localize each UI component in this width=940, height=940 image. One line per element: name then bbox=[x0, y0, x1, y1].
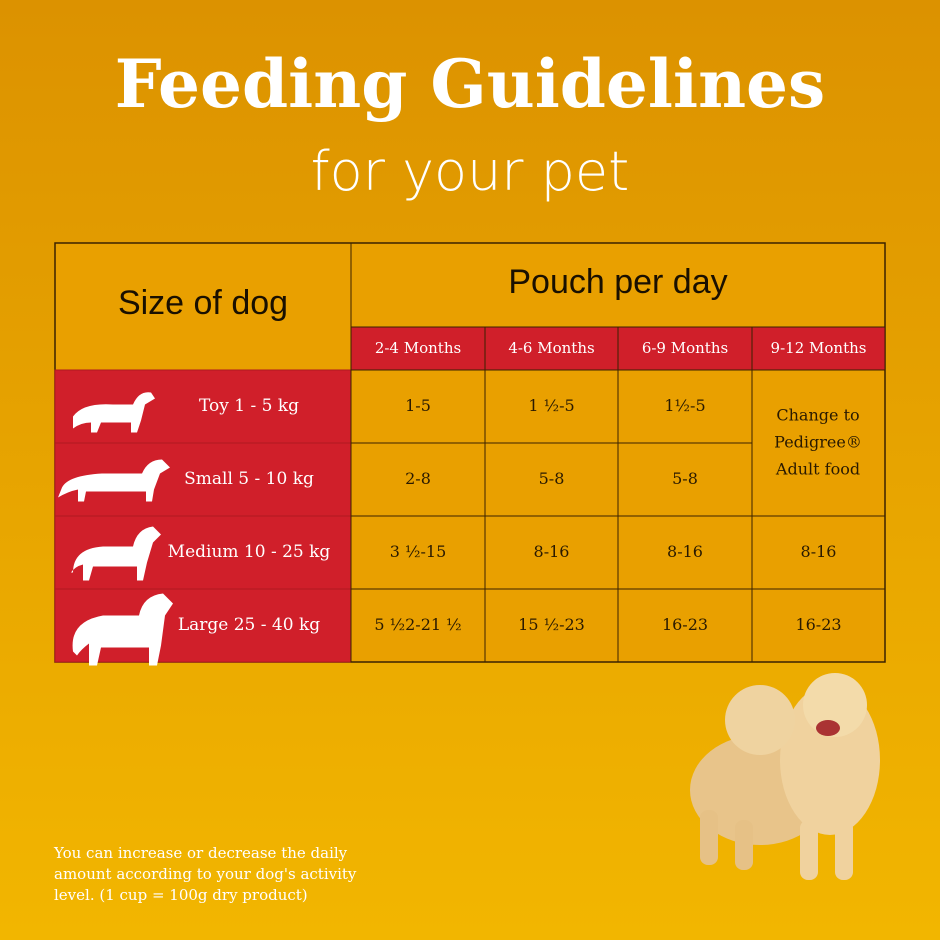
row-label: Medium 10 - 25 kg bbox=[168, 542, 331, 562]
footnote: You can increase or decrease the daily am… bbox=[53, 844, 357, 904]
cell-value: 3 ½-15 bbox=[390, 542, 447, 561]
footnote-line: level. (1 cup = 100g dry product) bbox=[54, 886, 308, 904]
footnote-line: You can increase or decrease the daily bbox=[53, 844, 348, 862]
column-header: 2-4 Months bbox=[375, 339, 461, 357]
group-header: Pouch per day bbox=[508, 263, 727, 301]
row-label: Toy 1 - 5 kg bbox=[199, 396, 299, 416]
merged-note: Pedigree® bbox=[774, 433, 862, 452]
merged-note: Change to bbox=[776, 406, 859, 425]
merged-note: Adult food bbox=[775, 460, 860, 479]
puppies bbox=[690, 673, 880, 880]
column-header: 9-12 Months bbox=[771, 339, 867, 357]
table: Size of dog Pouch per day 2-4 Months 4-6 Mo… bbox=[54, 242, 886, 666]
row-label: Large 25 - 40 kg bbox=[178, 615, 320, 635]
cell-value: 5-8 bbox=[672, 469, 698, 488]
dog-icon bbox=[58, 459, 170, 502]
title: Feeding Guidelines bbox=[115, 45, 825, 123]
cell-value: 16-23 bbox=[662, 615, 708, 634]
cell-value: 15 ½-23 bbox=[518, 615, 585, 634]
cell-value: 8-16 bbox=[534, 542, 570, 561]
cell-value: 2-8 bbox=[405, 469, 431, 488]
cell-value: 1½-5 bbox=[664, 396, 705, 415]
row-label-cell bbox=[54, 515, 352, 590]
dog-icon bbox=[73, 392, 155, 433]
footnote-line: amount according to your dog's activity bbox=[54, 865, 357, 883]
cell-value: 16-23 bbox=[795, 615, 841, 634]
column-header: 4-6 Months bbox=[508, 339, 594, 357]
cell-value: 1 ½-5 bbox=[528, 396, 574, 415]
subtitle: for your pet bbox=[311, 140, 630, 203]
dog-icon bbox=[71, 526, 161, 581]
cell-value: 1-5 bbox=[405, 396, 431, 415]
cell-value: 8-16 bbox=[801, 542, 837, 561]
row-label: Small 5 - 10 kg bbox=[184, 469, 314, 489]
dog-icon bbox=[72, 593, 173, 666]
row-header: Size of dog bbox=[118, 284, 288, 322]
column-header-cell bbox=[484, 326, 619, 371]
merged-cell bbox=[751, 369, 886, 517]
cell bbox=[751, 588, 886, 663]
cell-value: 5 ½2-21 ½ bbox=[374, 615, 461, 634]
column-header: 6-9 Months bbox=[642, 339, 728, 357]
cell-value: 5-8 bbox=[539, 469, 565, 488]
cell-value: 8-16 bbox=[667, 542, 703, 561]
